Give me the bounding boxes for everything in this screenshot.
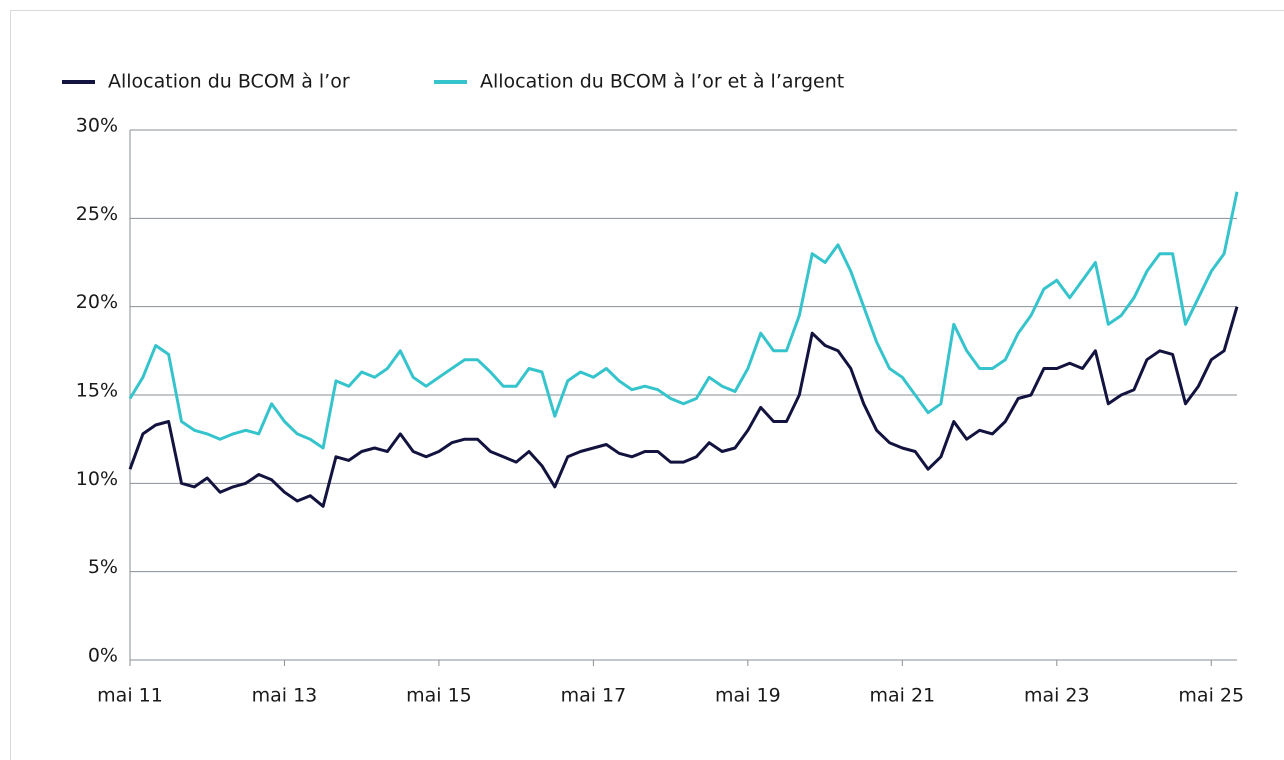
series-line <box>128 306 1239 508</box>
x-tick-label: mai 21 <box>869 685 935 707</box>
x-tick-label: mai 19 <box>715 685 781 707</box>
x-tick-label: mai 23 <box>1024 685 1090 707</box>
x-tick-label: mai 13 <box>252 685 318 707</box>
y-tick-label: 30% <box>76 115 118 137</box>
y-tick-label: 10% <box>76 468 118 490</box>
legend-label: Allocation du BCOM à l’or et à l’argent <box>480 71 844 93</box>
legend-label: Allocation du BCOM à l’or <box>108 71 350 93</box>
series-line <box>128 191 1239 450</box>
y-tick-label: 0% <box>88 645 118 667</box>
frame <box>10 10 1284 760</box>
x-tick-label: mai 17 <box>561 685 627 707</box>
y-tick-label: 15% <box>76 380 118 402</box>
y-tick-label: 5% <box>88 556 118 578</box>
x-tick-label: mai 11 <box>97 685 163 707</box>
y-tick-label: 20% <box>76 291 118 313</box>
x-tick-label: mai 15 <box>406 685 472 707</box>
x-tick-label: mai 25 <box>1178 685 1244 707</box>
y-tick-label: 25% <box>76 203 118 225</box>
